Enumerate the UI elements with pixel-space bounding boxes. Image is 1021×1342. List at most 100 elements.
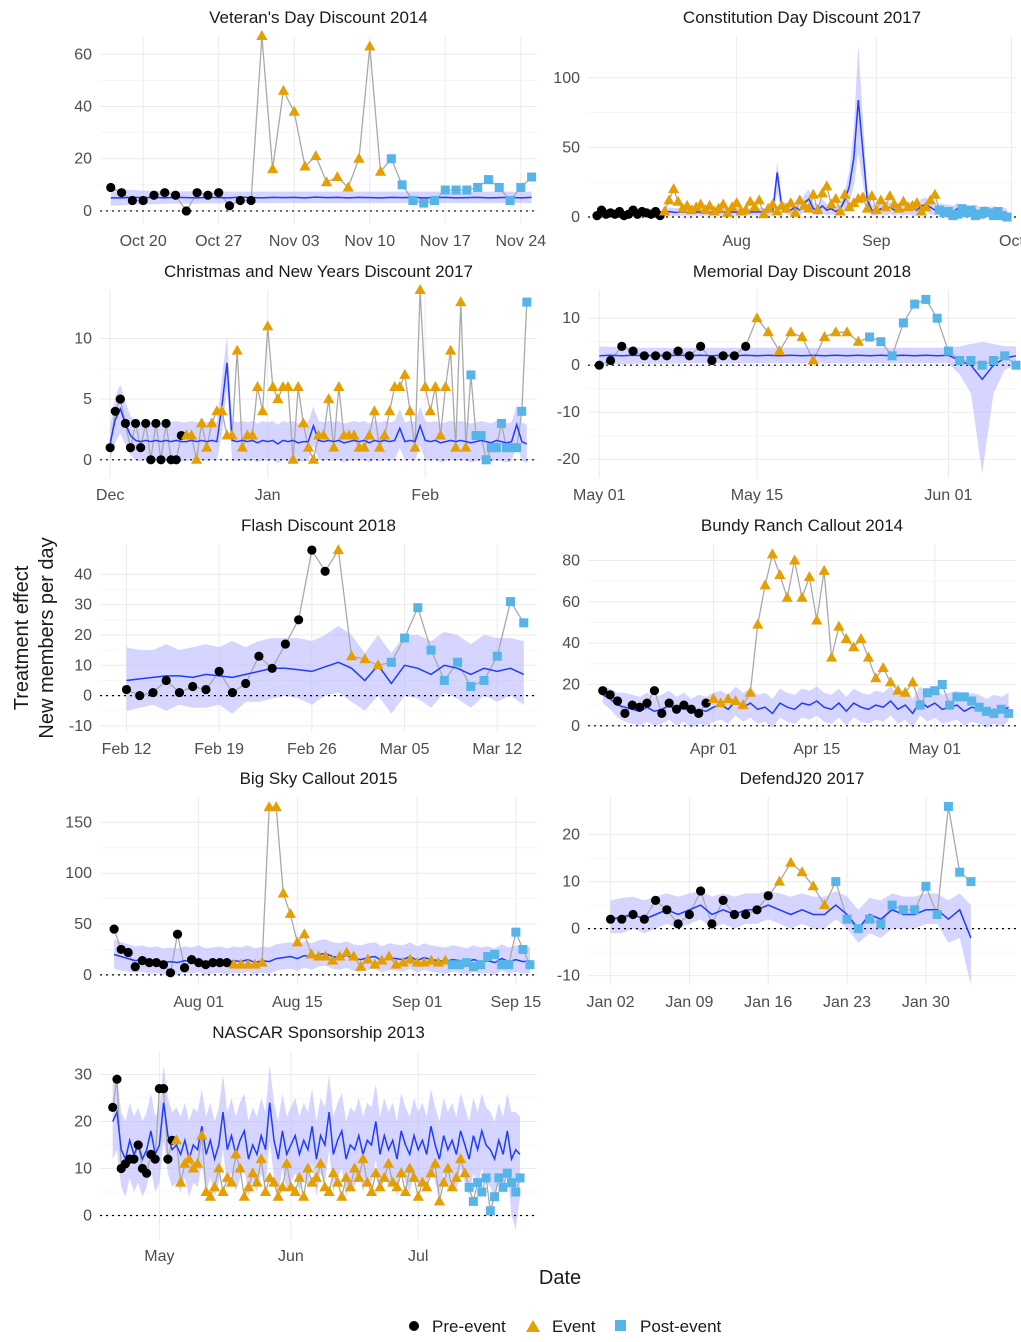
event-point — [663, 194, 675, 205]
post-event-point — [937, 679, 947, 689]
event-point — [424, 405, 436, 416]
x-tick-label: Feb 19 — [194, 741, 244, 758]
post-event-point — [518, 944, 528, 954]
event-point — [327, 1167, 339, 1178]
pre-event-point — [612, 696, 623, 706]
event-point — [862, 651, 875, 662]
post-event-point — [466, 682, 476, 692]
pre-event-point — [642, 698, 652, 708]
post-event-point — [921, 881, 931, 891]
post-event-point — [468, 1196, 478, 1206]
panel-title: NASCAR Sponsorship 2013 — [212, 1023, 425, 1042]
post-event-point — [494, 1173, 504, 1183]
x-tick-label: Jan 09 — [665, 994, 713, 1011]
post-event-point — [943, 206, 953, 216]
pre-event-point — [192, 188, 202, 198]
post-event-point — [1004, 708, 1014, 718]
event-point — [445, 344, 457, 355]
pre-event-point — [701, 698, 711, 708]
legend-event-marker — [526, 1320, 540, 1332]
pre-event-point — [170, 190, 181, 200]
y-tick-label: 10 — [562, 874, 580, 891]
event-point — [460, 441, 472, 452]
event-point — [299, 160, 311, 171]
post-event-point — [504, 960, 514, 970]
pre-event-point — [201, 960, 211, 970]
post-event-point — [490, 1192, 500, 1202]
event-point — [875, 194, 887, 205]
pre-event-point — [686, 704, 696, 714]
event-point — [825, 198, 837, 209]
post-event-point — [955, 867, 965, 877]
post-event-point — [876, 337, 886, 347]
post-event-point — [915, 700, 925, 710]
panel-title: Flash Discount 2018 — [241, 516, 396, 535]
post-event-point — [400, 633, 410, 643]
panel-title: Christmas and New Years Discount 2017 — [164, 262, 473, 281]
panel-title: Veteran's Day Discount 2014 — [209, 8, 428, 27]
post-event-point — [439, 675, 449, 685]
event-point — [771, 205, 783, 216]
event-point — [256, 30, 268, 40]
event-point — [376, 954, 388, 965]
event-point — [816, 187, 828, 198]
post-event-point — [945, 700, 955, 710]
event-point — [807, 354, 819, 365]
y-tick-label: 20 — [562, 827, 580, 844]
event-point — [358, 441, 370, 452]
event-point — [911, 197, 923, 208]
event-point — [344, 1181, 356, 1192]
pre-event-point — [161, 418, 171, 429]
event-point — [383, 950, 395, 961]
event-point — [857, 191, 869, 202]
pre-event-point — [138, 195, 148, 206]
x-tick-label: Aug 01 — [173, 994, 224, 1011]
y-tick-label: 100 — [65, 865, 92, 882]
pre-event-point — [179, 963, 190, 973]
event-point — [175, 1176, 187, 1187]
pre-event-point — [627, 700, 637, 710]
prediction-interval-band — [597, 44, 1007, 219]
chart-panel-9: NASCAR Sponsorship 2013 0 10 20 30 May Jun Jul — [74, 1023, 537, 1265]
event-point — [737, 699, 749, 710]
pre-event-point — [628, 346, 638, 356]
event-point — [785, 326, 797, 337]
event-point — [717, 198, 729, 209]
x-tick-label: Jun — [278, 1248, 304, 1265]
event-point — [774, 568, 786, 579]
pre-event-point — [121, 684, 132, 695]
post-event-point — [386, 657, 396, 667]
post-event-point — [989, 708, 999, 718]
event-point — [293, 1171, 306, 1182]
pre-event-point — [707, 355, 717, 366]
event-point — [740, 204, 752, 215]
event-point — [408, 1171, 420, 1182]
y-tick-label: 60 — [562, 594, 580, 611]
post-event-point — [955, 356, 965, 365]
pre-event-point — [227, 687, 238, 698]
x-tick-label: Nov 10 — [344, 233, 395, 250]
post-event-point — [473, 1178, 483, 1188]
pre-event-point — [639, 914, 649, 924]
event-point — [818, 564, 830, 575]
event-point — [429, 1157, 441, 1168]
post-event-point — [988, 211, 998, 221]
event-point — [342, 181, 354, 192]
event-point — [803, 571, 815, 582]
post-event-point — [447, 960, 457, 970]
pre-event-point — [620, 708, 630, 719]
pre-event-point — [203, 190, 213, 200]
post-event-point — [932, 910, 942, 919]
y-tick-label: 5 — [83, 391, 92, 408]
pre-event-point — [671, 704, 682, 714]
pre-event-point — [146, 455, 156, 465]
event-point — [331, 1176, 344, 1187]
pre-event-point — [729, 351, 740, 361]
x-tick-label: Sep — [862, 233, 891, 250]
post-event-point — [483, 952, 493, 962]
post-event-point — [426, 645, 436, 655]
event-point — [276, 1181, 289, 1192]
post-event-point — [831, 877, 841, 887]
pre-event-point — [617, 914, 627, 924]
panel-title: Memorial Day Discount 2018 — [693, 262, 911, 281]
